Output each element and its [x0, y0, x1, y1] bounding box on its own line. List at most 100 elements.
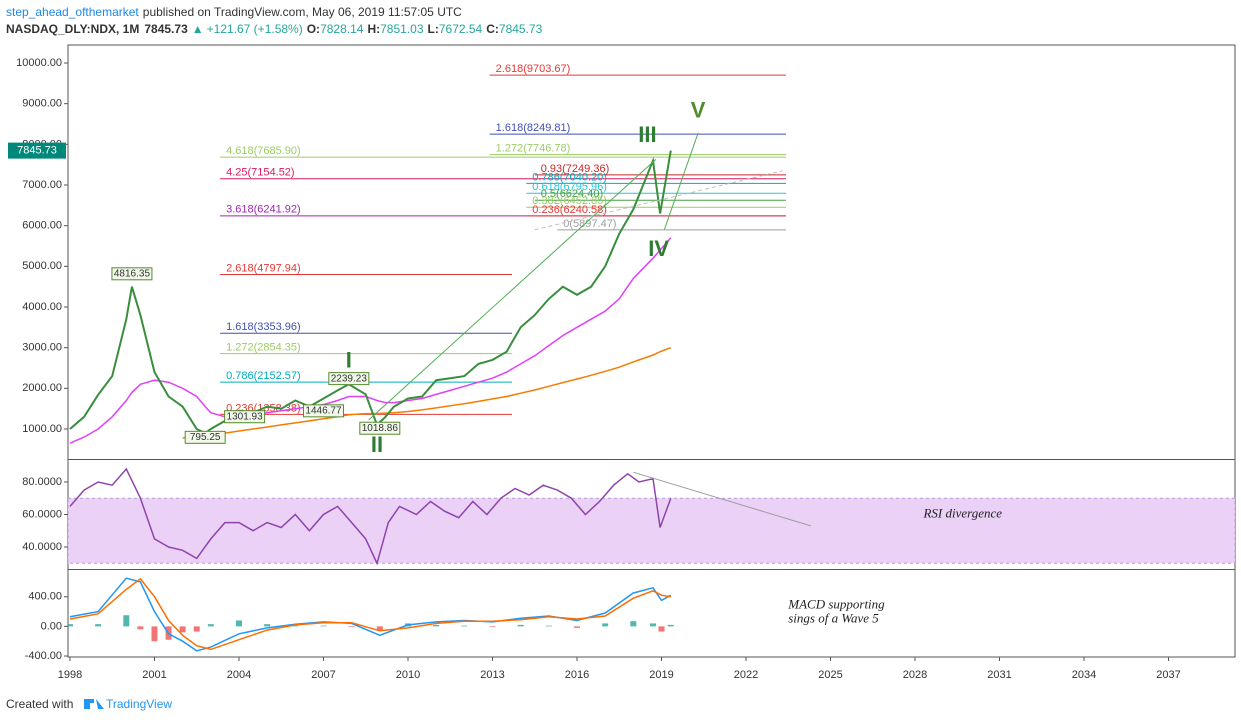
x-tick-label: 2019	[649, 669, 673, 681]
histogram-bar	[235, 620, 242, 627]
x-tick-label: 2010	[396, 669, 420, 681]
y-tick-label: 0.00	[41, 620, 62, 632]
histogram-bar	[433, 624, 440, 627]
ohlc-key: O:	[307, 22, 320, 36]
x-tick-label: 2001	[142, 669, 166, 681]
tv-logo	[84, 699, 104, 709]
panel-frame	[67, 44, 1236, 658]
price-label-box	[302, 404, 344, 418]
fib-label: 0.93(7249.36)	[541, 163, 610, 175]
fib-label: 1.618(8249.81)	[496, 122, 571, 134]
trend-line	[633, 471, 811, 527]
ohlc-value: 7672.54	[439, 22, 483, 36]
histogram-bar	[320, 625, 327, 627]
y-tick-label: 9000.00	[22, 98, 62, 110]
y-tick-label: 4000.00	[22, 301, 62, 313]
annotation: sings of a Wave 5	[788, 611, 879, 626]
x-tick-label: 2031	[987, 669, 1011, 681]
author: step_ahead_ofthemarket	[6, 5, 139, 19]
series-line	[69, 577, 671, 651]
wave-label: V	[691, 98, 706, 123]
header-line: NASDAQ_DLY:NDX, 1M 7845.73 ▲ +121.67 (+1.58…	[6, 22, 543, 36]
histogram-bar	[602, 623, 609, 627]
histogram-bar	[461, 625, 468, 627]
series-line	[69, 237, 672, 444]
trend-line	[663, 132, 699, 230]
histogram-bar	[68, 624, 73, 627]
last-price-tag	[8, 142, 66, 159]
price-label: 795.25	[190, 432, 221, 443]
ohlc-key: L:	[428, 22, 439, 36]
header-line: step_ahead_ofthemarket published on Tradi…	[6, 5, 462, 19]
histogram-bar	[650, 623, 657, 627]
fib-label: 0.382(6452.85)	[532, 195, 607, 207]
histogram-bar	[179, 626, 186, 633]
histogram-bar	[207, 624, 214, 627]
y-tick-label: 10000.00	[16, 57, 62, 69]
histogram-bar	[123, 615, 130, 627]
y-tick-label: 3000.00	[22, 342, 62, 354]
y-tick-label: 5000.00	[22, 260, 62, 272]
price-label-box	[328, 372, 370, 386]
fib-label: 3.618(6241.92)	[226, 204, 301, 216]
fib-label: 4.618(7685.90)	[226, 145, 301, 157]
last-price-label: 7845.73	[17, 145, 57, 157]
x-tick-label: 1998	[58, 669, 82, 681]
wave-label: II	[371, 432, 383, 457]
ohlc-key: C:	[486, 22, 499, 36]
price-label: 1018.86	[362, 423, 399, 434]
fib-label: 0.5(6624.40)	[541, 188, 603, 200]
y-tick-label: 60.0000	[22, 508, 62, 520]
published: published on TradingView.com, May 06, 20…	[143, 5, 462, 19]
last-price: 7845.73	[144, 22, 188, 36]
fib-label: 1.618(3353.96)	[226, 321, 301, 333]
price-label: 4816.35	[114, 268, 151, 279]
fib-label: 0.618(6795.96)	[532, 181, 607, 193]
histogram-bar	[137, 626, 144, 630]
y-tick-label: 80.0000	[22, 476, 62, 488]
y-tick-label: -400.00	[25, 650, 62, 662]
fib-label: 0.236(6240.58)	[532, 204, 607, 216]
histogram-bar	[658, 626, 665, 632]
wave-label: III	[638, 122, 656, 147]
y-tick-label: 2000.00	[22, 382, 62, 394]
price-label: 1446.77	[305, 405, 342, 416]
histogram-bar	[545, 625, 552, 627]
x-tick-label: 2028	[903, 669, 927, 681]
y-tick-label: 6000.00	[22, 220, 62, 232]
histogram-bar	[376, 626, 383, 631]
price-label-box	[111, 267, 153, 281]
series-line	[69, 467, 672, 566]
x-tick-label: 2013	[480, 669, 504, 681]
histogram-bar	[517, 624, 524, 627]
fib-label: 2.618(4797.94)	[226, 262, 301, 274]
footer-created: Created with	[6, 697, 73, 711]
histogram-bar	[348, 626, 355, 628]
y-tick-label: 400.00	[28, 591, 62, 603]
symbol: NASDAQ_DLY:NDX, 1M	[6, 22, 139, 36]
fib-label: 4.25(7154.52)	[226, 167, 295, 179]
y-tick-label: 1000.00	[22, 423, 62, 435]
ohlc-value: 7828.14	[320, 22, 364, 36]
y-tick-label: 40.0000	[22, 541, 62, 553]
y-tick-label: 7000.00	[22, 179, 62, 191]
histogram-bar	[292, 625, 299, 627]
histogram-bar	[264, 624, 271, 627]
fib-label: 1.272(2854.35)	[226, 342, 301, 354]
histogram-bar	[489, 626, 496, 628]
price-label-box	[359, 421, 401, 435]
x-tick-label: 2037	[1156, 669, 1180, 681]
panel: RSI divergence	[68, 467, 1235, 566]
series-line	[69, 150, 672, 435]
trend-line	[368, 159, 657, 421]
price-label: 1301.93	[227, 411, 264, 422]
fib-label: 0.786(2152.57)	[226, 370, 301, 382]
footer-brand: TradingView	[106, 697, 172, 711]
series-line	[69, 577, 672, 652]
ohlc-value: 7845.73	[499, 22, 543, 36]
trend-line	[534, 170, 783, 231]
change-arrow: ▲	[192, 22, 204, 36]
fib-label: 1.272(7746.78)	[496, 143, 571, 155]
